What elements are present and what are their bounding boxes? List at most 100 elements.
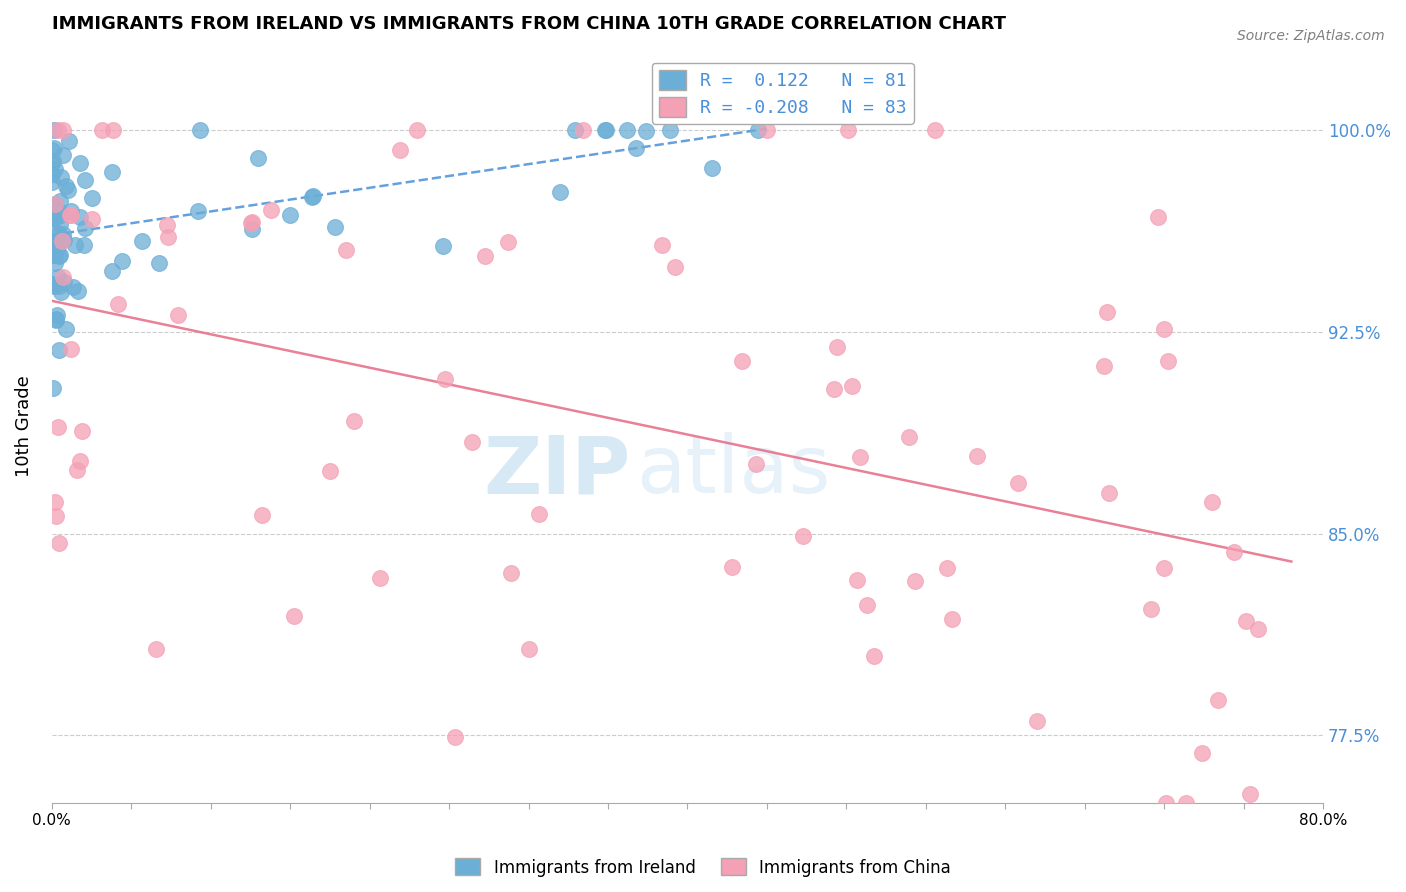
- Point: [42, 205, 65, 219]
- Point: [240, 215, 263, 229]
- Point: [849, 450, 872, 465]
- Point: [145, 641, 167, 656]
- Point: [903, 574, 925, 589]
- Point: [283, 608, 305, 623]
- Point: [42, 141, 65, 155]
- Point: [616, 123, 638, 137]
- Point: [48, 343, 70, 358]
- Point: [1223, 544, 1246, 558]
- Point: [156, 229, 179, 244]
- Point: [593, 123, 616, 137]
- Point: [319, 465, 342, 479]
- Point: [63, 238, 86, 252]
- Point: [44, 255, 66, 269]
- Point: [1239, 787, 1261, 801]
- Point: [44, 239, 66, 253]
- Point: [432, 239, 454, 253]
- Point: [69, 211, 91, 225]
- Point: [52, 227, 75, 242]
- Text: atlas: atlas: [637, 433, 831, 510]
- Point: [48, 249, 70, 263]
- Point: [48, 536, 70, 550]
- Point: [444, 730, 467, 744]
- Point: [101, 263, 124, 277]
- Point: [302, 188, 325, 202]
- Point: [44, 211, 66, 226]
- Point: [517, 642, 540, 657]
- Point: [461, 434, 484, 449]
- Point: [48, 279, 70, 293]
- Point: [278, 208, 301, 222]
- Point: [42, 236, 65, 251]
- Point: [659, 123, 682, 137]
- Point: [474, 249, 496, 263]
- Point: [747, 123, 769, 137]
- Point: [187, 204, 209, 219]
- Point: [70, 424, 93, 438]
- Point: [664, 260, 686, 275]
- Point: [60, 208, 83, 222]
- Point: [156, 218, 179, 232]
- Point: [66, 463, 89, 477]
- Point: [90, 123, 112, 137]
- Point: [924, 123, 946, 137]
- Point: [52, 269, 75, 284]
- Point: [250, 508, 273, 523]
- Point: [69, 454, 91, 468]
- Legend: R =  0.122   N = 81, R = -0.208   N = 83: R = 0.122 N = 81, R = -0.208 N = 83: [651, 62, 914, 124]
- Point: [42, 246, 65, 260]
- Point: [166, 309, 188, 323]
- Point: [721, 560, 744, 574]
- Point: [73, 221, 96, 235]
- Point: [941, 612, 963, 626]
- Point: [62, 280, 84, 294]
- Point: [41, 167, 63, 181]
- Point: [131, 234, 153, 248]
- Point: [1191, 746, 1213, 760]
- Point: [55, 178, 77, 193]
- Point: [52, 275, 75, 289]
- Point: [44, 494, 66, 508]
- Point: [42, 154, 65, 169]
- Point: [46, 241, 69, 255]
- Point: [1007, 476, 1029, 491]
- Point: [731, 353, 754, 368]
- Point: [111, 254, 134, 268]
- Point: [56, 182, 79, 196]
- Point: [49, 194, 72, 208]
- Point: [75, 173, 97, 187]
- Point: [496, 235, 519, 250]
- Point: [823, 382, 845, 396]
- Point: [44, 162, 66, 177]
- Point: [52, 147, 75, 161]
- Point: [49, 217, 72, 231]
- Point: [1247, 622, 1270, 636]
- Point: [755, 123, 778, 137]
- Point: [651, 237, 673, 252]
- Point: [42, 277, 65, 292]
- Text: IMMIGRANTS FROM IRELAND VS IMMIGRANTS FROM CHINA 10TH GRADE CORRELATION CHART: IMMIGRANTS FROM IRELAND VS IMMIGRANTS FR…: [52, 15, 1005, 33]
- Point: [52, 123, 75, 137]
- Point: [46, 203, 69, 218]
- Point: [247, 151, 270, 165]
- Point: [936, 560, 959, 574]
- Text: ZIP: ZIP: [484, 433, 630, 510]
- Point: [634, 124, 657, 138]
- Point: [41, 175, 63, 189]
- Point: [45, 313, 67, 327]
- Point: [44, 196, 66, 211]
- Point: [48, 123, 70, 137]
- Point: [58, 134, 80, 148]
- Point: [1153, 321, 1175, 335]
- Point: [67, 285, 90, 299]
- Point: [1234, 614, 1257, 628]
- Point: [51, 234, 73, 248]
- Point: [1154, 796, 1177, 810]
- Point: [405, 123, 427, 137]
- Point: [42, 278, 65, 293]
- Point: [433, 372, 456, 386]
- Point: [240, 216, 263, 230]
- Point: [595, 123, 617, 137]
- Point: [69, 155, 91, 169]
- Point: [700, 161, 723, 175]
